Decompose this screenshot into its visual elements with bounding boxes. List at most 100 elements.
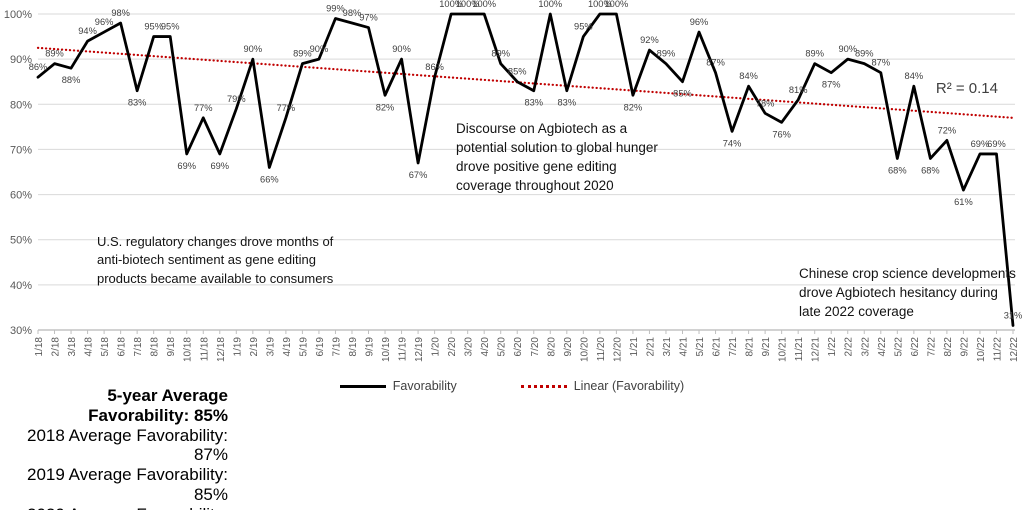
y-axis-label: 70%	[10, 144, 32, 156]
x-axis-label: 12/19	[414, 337, 425, 362]
data-label: 82%	[376, 102, 395, 112]
legend-label-linear-favorability: Linear (Favorability)	[573, 379, 685, 393]
data-label: 83%	[558, 98, 577, 108]
legend-item-favorability: Favorability	[339, 379, 457, 393]
data-label: 87%	[822, 80, 841, 90]
annotation-agbiotech-2020: Discourse on Agbiotech as a potential so…	[456, 121, 658, 193]
x-axis-label: 4/19	[282, 337, 293, 357]
data-label: 68%	[921, 165, 940, 175]
x-axis-label: 12/20	[612, 337, 623, 362]
x-axis-label: 6/19	[315, 337, 326, 357]
data-label: 85%	[673, 89, 692, 99]
y-axis-label: 50%	[10, 235, 32, 247]
data-label: 82%	[624, 102, 643, 112]
data-label: 89%	[855, 49, 874, 59]
data-label: 78%	[756, 98, 775, 108]
data-label: 98%	[111, 8, 130, 18]
data-label: 99%	[326, 4, 345, 14]
x-axis-label: 6/21	[712, 337, 723, 357]
x-axis-label: 4/21	[678, 337, 689, 357]
data-label: 72%	[938, 125, 957, 135]
y-axis-label: 30%	[10, 325, 32, 337]
x-axis-label: 9/19	[365, 337, 376, 357]
data-label: 100%	[604, 0, 628, 9]
legend-item-linear-favorability: Linear (Favorability)	[520, 379, 685, 393]
x-axis-label: 2/20	[447, 337, 458, 357]
x-axis-label: 5/22	[893, 337, 904, 357]
data-label: 77%	[277, 103, 296, 113]
annotation-chinese-2022: Chinese crop science developments drove …	[799, 266, 1016, 320]
data-label: 86%	[425, 62, 444, 72]
data-label: 100%	[538, 0, 562, 9]
y-axis-label: 60%	[10, 190, 32, 202]
data-label: 66%	[260, 174, 279, 184]
x-axis-label: 5/20	[497, 337, 508, 357]
data-label: 96%	[95, 17, 114, 27]
x-axis-label: 3/18	[67, 337, 78, 357]
favorability-line-swatch-icon	[339, 384, 386, 388]
data-label: 90%	[838, 44, 857, 54]
stat-2020-average: 2020 Average Favorability: 93%	[2, 505, 228, 510]
x-axis-label: 8/22	[943, 337, 954, 357]
x-axis-label: 6/18	[117, 337, 128, 357]
x-axis-label: 4/18	[84, 337, 95, 357]
x-axis-label: 10/18	[183, 337, 194, 362]
data-label: 89%	[491, 49, 510, 59]
x-axis-label: 1/20	[431, 337, 442, 357]
data-label: 85%	[508, 67, 527, 77]
average-favorability-stats: 5-year Average Favorability: 85% 2018 Av…	[2, 386, 228, 510]
stat-2019-average: 2019 Average Favorability: 85%	[27, 465, 228, 504]
x-axis-label: 11/21	[794, 337, 805, 362]
data-label: 89%	[293, 49, 312, 59]
data-label: 84%	[905, 71, 924, 81]
x-axis-label: 11/20	[596, 337, 607, 362]
x-axis-label: 8/21	[745, 337, 756, 357]
x-axis-label: 12/22	[1009, 337, 1020, 362]
favorability-line	[36, 12, 1015, 327]
data-label: 61%	[954, 197, 973, 207]
x-axis-label: 10/21	[778, 337, 789, 362]
x-axis-label: 2/18	[51, 337, 62, 357]
x-axis-label: 9/18	[166, 337, 177, 357]
x-axis-label: 2/19	[249, 337, 260, 357]
data-label: 95%	[144, 22, 163, 32]
x-axis-label: 3/19	[265, 337, 276, 357]
data-label: 83%	[524, 98, 543, 108]
data-label: 83%	[128, 98, 147, 108]
data-label: 90%	[310, 44, 329, 54]
x-axis-label: 11/19	[398, 337, 409, 362]
data-label: 100%	[588, 0, 612, 9]
x-axis-label: 1/18	[34, 337, 45, 357]
y-axis-label: 80%	[10, 99, 32, 111]
data-label: 89%	[657, 49, 676, 59]
trend-line-swatch-icon	[520, 384, 567, 388]
data-label: 97%	[359, 13, 378, 23]
x-axis-label: 6/20	[513, 337, 524, 357]
x-axis-label: 10/22	[976, 337, 987, 362]
x-axis-label: 9/22	[959, 337, 970, 357]
x-axis-label: 5/19	[298, 337, 309, 357]
x-axis-label: 10/20	[579, 337, 590, 362]
x-axis-label: 8/19	[348, 337, 359, 357]
data-label: 90%	[244, 44, 263, 54]
x-axis-label: 6/22	[910, 337, 921, 357]
x-axis-label: 10/19	[381, 337, 392, 362]
x-axis-label: 3/21	[662, 337, 673, 357]
x-axis-label: 8/20	[546, 337, 557, 357]
data-label: 95%	[161, 22, 180, 32]
r-squared-label: R² = 0.14	[935, 80, 998, 97]
x-axis-label: 7/19	[331, 337, 342, 357]
data-label: 100%	[456, 0, 480, 9]
stat-5-year-average: 5-year Average Favorability: 85%	[88, 386, 228, 425]
x-axis-label: 7/18	[133, 337, 144, 357]
data-label: 81%	[789, 85, 808, 95]
x-axis-label: 1/21	[629, 337, 640, 357]
data-label: 86%	[29, 62, 48, 72]
data-label: 88%	[62, 75, 81, 85]
data-label: 90%	[392, 44, 411, 54]
data-label: 77%	[194, 103, 213, 113]
data-label: 94%	[78, 26, 97, 36]
stat-2018-average: 2018 Average Favorability: 87%	[27, 425, 228, 465]
x-axis-label: 7/21	[728, 337, 739, 357]
